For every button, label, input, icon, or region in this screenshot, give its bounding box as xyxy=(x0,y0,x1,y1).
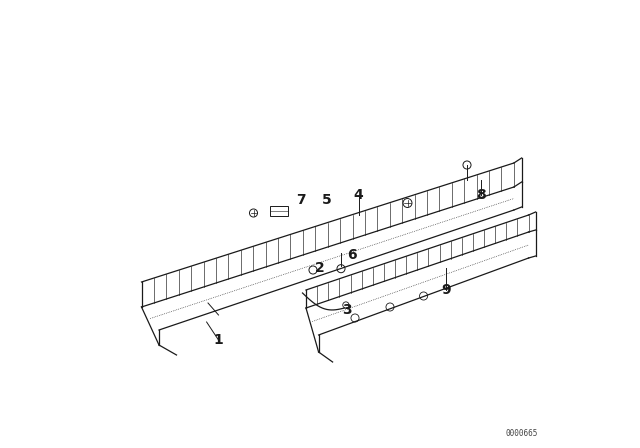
Text: 8: 8 xyxy=(476,188,486,202)
Bar xyxy=(269,206,289,216)
Text: 6: 6 xyxy=(347,248,356,262)
Text: 9: 9 xyxy=(441,283,451,297)
Text: 3: 3 xyxy=(342,303,351,317)
Text: 2: 2 xyxy=(315,261,325,275)
Text: 1: 1 xyxy=(214,333,223,347)
Text: 7: 7 xyxy=(296,193,306,207)
Text: 0000665: 0000665 xyxy=(506,429,538,438)
Text: 5: 5 xyxy=(322,193,332,207)
Text: 4: 4 xyxy=(354,188,364,202)
